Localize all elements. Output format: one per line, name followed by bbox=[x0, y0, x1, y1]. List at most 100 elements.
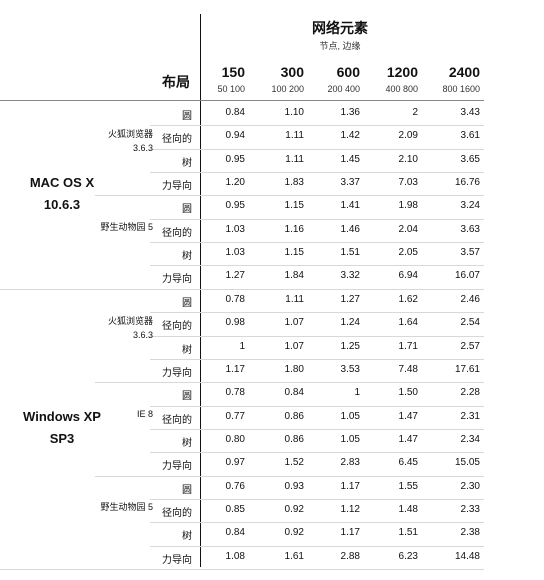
value-cell: 2 bbox=[412, 107, 418, 118]
layout-cell: 圆 bbox=[182, 484, 192, 496]
value-cell: 1.07 bbox=[284, 317, 304, 329]
layout-cell: 树 bbox=[182, 437, 192, 449]
value-cell: 0.86 bbox=[284, 410, 304, 422]
layout-cell: 径向的 bbox=[162, 507, 192, 519]
layout-cell: 圆 bbox=[182, 297, 192, 309]
value-cell: 1.10 bbox=[284, 107, 304, 118]
value-cell: 3.53 bbox=[340, 363, 360, 375]
value-cell: 2.04 bbox=[398, 223, 418, 235]
value-cell: 1.41 bbox=[340, 200, 360, 212]
value-cell: 1.24 bbox=[340, 317, 360, 329]
value-cell: 1.11 bbox=[285, 293, 304, 305]
value-cell: 1.51 bbox=[340, 247, 360, 259]
value-cell: 3.32 bbox=[340, 270, 360, 282]
value-cell: 1.55 bbox=[398, 480, 418, 492]
value-cell: 0.94 bbox=[225, 130, 245, 142]
browser-label: 野生动物园 5 bbox=[100, 502, 153, 513]
value-cell: 1.20 bbox=[225, 177, 245, 189]
layout-cell: 圆 bbox=[182, 204, 192, 216]
value-cell: 1.27 bbox=[225, 270, 245, 282]
value-cell: 2.46 bbox=[460, 293, 480, 305]
value-cell: 3.43 bbox=[460, 107, 480, 118]
value-cell: 2.09 bbox=[398, 130, 418, 142]
value-cell: 1.17 bbox=[340, 527, 360, 539]
value-cell: 1.47 bbox=[398, 433, 418, 445]
header-bottom-border bbox=[0, 100, 484, 101]
row-divider bbox=[150, 172, 484, 174]
value-cell: 3.63 bbox=[460, 223, 480, 235]
value-cell: 1.62 bbox=[398, 293, 418, 305]
layout-cell: 径向的 bbox=[162, 227, 192, 239]
column-header-main: 1200 bbox=[386, 64, 418, 80]
value-cell: 1.17 bbox=[340, 480, 360, 492]
layout-cell: 圆 bbox=[182, 391, 192, 403]
value-cell: 1.03 bbox=[225, 247, 245, 259]
row-divider bbox=[150, 125, 484, 127]
value-cell: 2.88 bbox=[340, 550, 360, 562]
value-cell: 14.48 bbox=[454, 550, 480, 562]
value-cell: 1.25 bbox=[340, 340, 360, 352]
browser-label: IE 8 bbox=[136, 408, 153, 419]
value-cell: 3.61 bbox=[460, 130, 480, 142]
layout-cell: 力导向 bbox=[162, 274, 192, 286]
value-cell: 6.94 bbox=[398, 270, 418, 282]
row-divider bbox=[150, 498, 484, 500]
browser-label: 火狐浏览器 3.6.3 bbox=[107, 128, 153, 153]
value-cell: 2.30 bbox=[460, 480, 480, 492]
value-cell: 0.92 bbox=[284, 503, 304, 515]
row-divider bbox=[150, 312, 484, 314]
value-cell: 1.11 bbox=[285, 130, 304, 142]
value-cell: 15.05 bbox=[454, 457, 480, 469]
column-header-main: 600 bbox=[336, 64, 360, 80]
row-divider bbox=[0, 569, 484, 570]
value-cell: 1.83 bbox=[284, 177, 304, 189]
browser-label: 火狐浏览器 3.6.3 bbox=[107, 315, 153, 340]
value-cell: 1.36 bbox=[340, 107, 360, 118]
value-cell: 1.45 bbox=[340, 153, 360, 165]
row-divider bbox=[150, 335, 484, 337]
row-divider bbox=[95, 475, 484, 477]
value-cell: 1.52 bbox=[284, 457, 304, 469]
value-cell: 1.51 bbox=[398, 527, 418, 539]
layout-cell: 树 bbox=[182, 251, 192, 263]
value-cell: 1.98 bbox=[398, 200, 418, 212]
value-cell: 2.57 bbox=[460, 340, 480, 352]
column-header-sub: 50 100 bbox=[217, 84, 245, 94]
value-cell: 1.64 bbox=[398, 317, 418, 329]
value-cell: 1.05 bbox=[340, 410, 360, 422]
value-cell: 1.42 bbox=[340, 130, 360, 142]
value-cell: 3.24 bbox=[460, 200, 480, 212]
value-cell: 3.65 bbox=[460, 153, 480, 165]
value-cell: 0.76 bbox=[225, 480, 245, 492]
table-subtitle: 节点, 边缘 bbox=[319, 41, 361, 51]
layout-cell: 力导向 bbox=[162, 367, 192, 379]
value-cell: 1.05 bbox=[340, 433, 360, 445]
value-cell: 0.95 bbox=[225, 200, 245, 212]
value-cell: 0.86 bbox=[284, 433, 304, 445]
value-cell: 2.33 bbox=[460, 503, 480, 515]
value-cell: 16.07 bbox=[454, 270, 480, 282]
table-title: 网络元素 bbox=[312, 20, 368, 36]
layout-cell: 树 bbox=[182, 157, 192, 169]
column-header-sub: 800 1600 bbox=[442, 84, 480, 94]
column-header-main: 2400 bbox=[448, 64, 480, 80]
value-cell: 0.84 bbox=[284, 387, 304, 399]
value-cell: 1.17 bbox=[225, 363, 245, 375]
header-divider-line bbox=[200, 14, 201, 567]
value-cell: 2.31 bbox=[460, 410, 480, 422]
value-cell: 1.48 bbox=[398, 503, 418, 515]
row-divider bbox=[95, 195, 484, 197]
column-header-main: 150 bbox=[221, 64, 245, 80]
value-cell: 1.15 bbox=[284, 247, 304, 259]
value-cell: 0.95 bbox=[225, 153, 245, 165]
value-cell: 1.12 bbox=[340, 503, 360, 515]
layout-header: 布局 bbox=[162, 74, 190, 90]
value-cell: 2.10 bbox=[398, 153, 418, 165]
layout-cell: 圆 bbox=[182, 111, 192, 122]
value-cell: 2.38 bbox=[460, 527, 480, 539]
layout-cell: 径向的 bbox=[162, 414, 192, 426]
value-cell: 0.77 bbox=[225, 410, 245, 422]
column-header-sub: 100 200 bbox=[271, 84, 304, 94]
row-divider bbox=[95, 382, 484, 384]
os-label: Windows XP SP3 bbox=[23, 408, 101, 446]
